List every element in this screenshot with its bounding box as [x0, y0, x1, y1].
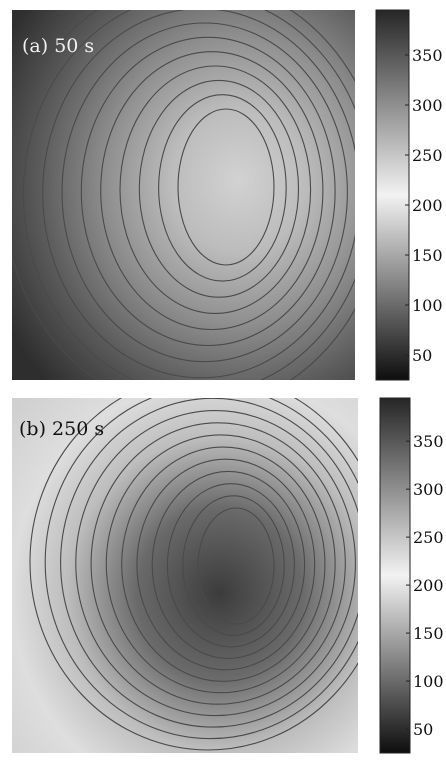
- panel-a: (a) 50 s 50 100 150 200 250 300 350: [12, 9, 443, 381]
- contour-line: [158, 94, 287, 282]
- colorbar-tick-label: 350: [413, 432, 444, 451]
- contour-line: [90, 422, 346, 705]
- colorbar-tick-label: 250: [413, 528, 444, 547]
- contour-line: [151, 470, 306, 659]
- contour-line: [121, 446, 326, 682]
- contour-line: [136, 458, 316, 671]
- colorbar-a-ticks: 50 100 150 200 250 300 350: [405, 46, 443, 365]
- colorbar-tick-label: 200: [412, 196, 443, 215]
- contour-line: [177, 108, 275, 266]
- contours-b: [29, 398, 358, 751]
- contour-line: [29, 398, 358, 751]
- contour-line: [166, 483, 295, 648]
- colorbar-tick-label: 50: [412, 346, 432, 365]
- contour-line: [119, 65, 312, 314]
- colorbar-tick-label: 300: [412, 96, 443, 115]
- contour-line: [138, 79, 300, 298]
- colorbar-a: [375, 9, 410, 381]
- contour-line: [42, 10, 355, 379]
- colorbar-tick-label: 200: [413, 576, 444, 595]
- contour-line: [61, 22, 348, 363]
- contours-a: [12, 10, 355, 380]
- contour-line: [105, 434, 336, 694]
- colorbar-b: [379, 397, 411, 754]
- contour-line: [44, 398, 358, 740]
- colorbar-tick-label: 150: [412, 246, 443, 265]
- contour-line: [182, 495, 285, 636]
- colorbar-tick-label: 150: [413, 624, 444, 643]
- contour-line: [60, 398, 358, 728]
- contour-line: [197, 507, 275, 625]
- panel-a-title: (a) 50 s: [22, 35, 94, 57]
- colorbar-tick-label: 50: [413, 720, 433, 739]
- contour-line: [100, 51, 324, 331]
- colorbar-tick-label: 300: [413, 480, 444, 499]
- colorbar-tick-label: 100: [413, 672, 444, 691]
- panel-b: (b) 250 s 50 100 150 200 250 300 350: [12, 397, 444, 754]
- panel-b-title: (b) 250 s: [19, 418, 104, 440]
- colorbar-tick-label: 250: [412, 146, 443, 165]
- colorbar-tick-label: 350: [412, 46, 443, 65]
- heatmap-b: [12, 398, 358, 753]
- colorbar-tick-label: 100: [412, 296, 443, 315]
- contour-line: [80, 36, 336, 347]
- colorbar-b-ticks: 50 100 150 200 250 300 350: [406, 432, 444, 739]
- contour-line: [75, 410, 356, 717]
- contour-line: [22, 10, 355, 380]
